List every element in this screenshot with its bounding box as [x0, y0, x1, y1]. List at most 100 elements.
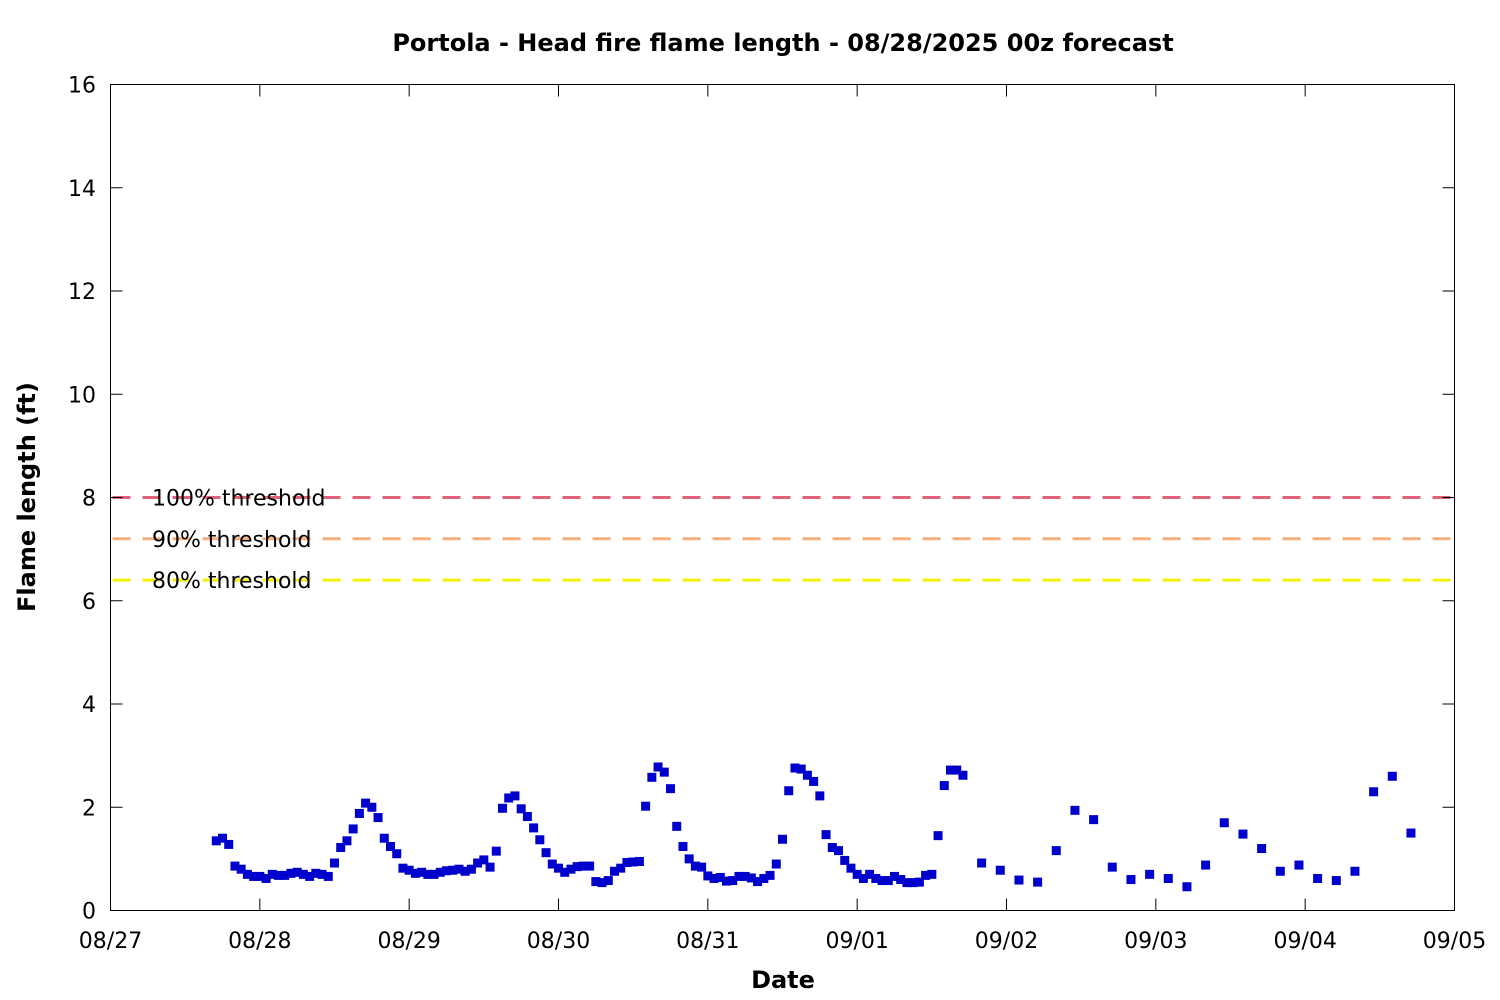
- data-point: [292, 867, 302, 877]
- data-point: [367, 802, 377, 812]
- data-point: [778, 834, 787, 844]
- x-tick-label: 09/05: [1423, 929, 1486, 954]
- x-tick-label: 08/31: [676, 929, 739, 954]
- data-point: [865, 869, 875, 879]
- data-point: [827, 843, 837, 853]
- data-point: [796, 764, 806, 774]
- data-point: [591, 877, 601, 887]
- data-point: [535, 835, 545, 845]
- y-tick-label: 0: [82, 900, 96, 925]
- data-point: [361, 798, 371, 808]
- data-point: [578, 861, 588, 871]
- data-point: [1275, 866, 1285, 876]
- data-point: [821, 830, 831, 840]
- x-tick-label: 09/04: [1273, 929, 1336, 954]
- data-point: [1406, 828, 1416, 838]
- data-point: [348, 824, 358, 834]
- data-point: [516, 804, 526, 814]
- data-point: [690, 861, 700, 871]
- data-point: [547, 859, 557, 869]
- data-point: [641, 801, 651, 811]
- data-point: [684, 854, 694, 864]
- data-point: [852, 869, 862, 879]
- data-point: [224, 839, 234, 849]
- data-point: [336, 843, 346, 853]
- data-point: [896, 875, 906, 885]
- data-point: [1257, 844, 1267, 854]
- data-point: [610, 866, 619, 876]
- data-point: [429, 869, 439, 879]
- data-point: [616, 863, 626, 873]
- data-point: [1033, 877, 1043, 887]
- data-point: [1163, 873, 1173, 883]
- threshold-lines: 100% threshold 90% threshold 80% threshold: [112, 487, 1453, 594]
- data-point: [460, 866, 470, 876]
- data-point: [311, 868, 321, 878]
- y-tick-label: 8: [82, 487, 96, 512]
- data-point: [753, 877, 763, 887]
- data-point: [479, 855, 489, 865]
- data-point: [1238, 829, 1248, 839]
- data-point: [255, 871, 265, 881]
- data-point: [572, 862, 582, 872]
- data-point: [218, 833, 227, 843]
- data-point: [597, 878, 607, 888]
- data-point: [877, 876, 887, 886]
- data-point: [840, 855, 850, 865]
- data-point: [1331, 876, 1341, 886]
- data-point: [746, 873, 756, 883]
- x-tick-label: 09/02: [975, 929, 1038, 954]
- data-point: [946, 765, 955, 775]
- x-tick-label: 08/29: [377, 929, 440, 954]
- data-point: [522, 812, 532, 822]
- data-point: [622, 857, 632, 867]
- data-point: [423, 869, 433, 879]
- data-point: [858, 873, 868, 883]
- data-point: [1145, 869, 1155, 879]
- x-tick-label: 08/30: [527, 929, 590, 954]
- data-point: [802, 770, 812, 780]
- data-point: [267, 869, 277, 879]
- data-point: [498, 803, 507, 813]
- data-point: [759, 873, 769, 883]
- data-point: [491, 846, 501, 856]
- data-point: [249, 871, 259, 881]
- data-point: [1182, 882, 1192, 892]
- data-point: [1350, 866, 1360, 876]
- data-point: [977, 858, 987, 868]
- data-point: [958, 770, 968, 780]
- y-tick-label: 4: [82, 693, 96, 718]
- data-point: [715, 872, 725, 882]
- data-point: [448, 865, 458, 875]
- data-point: [653, 762, 663, 772]
- data-point: [933, 831, 943, 841]
- x-tick-label: 08/27: [79, 929, 142, 954]
- data-point: [261, 873, 271, 883]
- x-axis-label: Date: [751, 966, 815, 994]
- y-tick-label: 10: [68, 383, 96, 408]
- x-tick-label: 08/28: [228, 929, 291, 954]
- data-point: [771, 859, 781, 869]
- data-point: [286, 868, 296, 878]
- data-point: [740, 871, 750, 881]
- data-point: [722, 876, 731, 886]
- data-point: [504, 793, 514, 803]
- data-point: [211, 836, 221, 846]
- data-point: [379, 833, 389, 843]
- data-point: [554, 863, 563, 873]
- data-point: [566, 864, 576, 874]
- data-point: [939, 781, 949, 791]
- data-point: [883, 876, 893, 886]
- data-point: [1126, 875, 1136, 885]
- y-axis: 0 2 4 6 8 10 12 14 16: [68, 74, 1455, 925]
- data-point: [914, 877, 924, 887]
- data-point: [1070, 805, 1080, 815]
- data-point: [466, 864, 476, 874]
- data-point: [529, 823, 539, 833]
- data-point: [560, 867, 570, 877]
- data-point: [417, 867, 427, 877]
- data-point: [473, 858, 483, 868]
- data-point: [442, 866, 451, 876]
- data-point: [672, 821, 682, 831]
- x-axis: 08/27 08/28 08/29 08/30 08/31 09/01 09/02 09/03…: [79, 84, 1486, 954]
